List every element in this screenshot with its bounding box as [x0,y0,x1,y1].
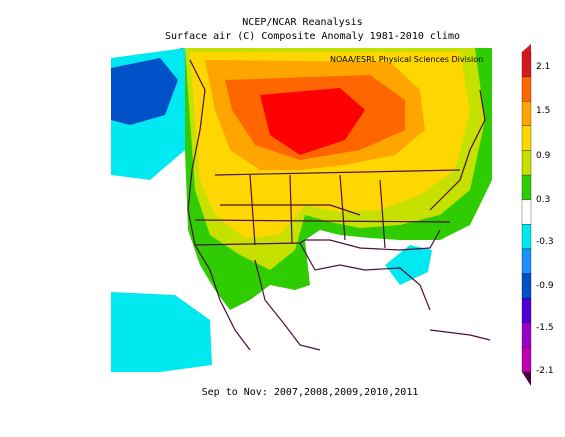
colorbar-swatch [521,199,532,225]
colorbar-label: -0.9 [536,281,554,291]
coastlines [187,59,491,351]
anomaly-region-cyan-southeast [385,245,432,285]
colorbar-swatch [521,150,532,176]
colorbar-label: -2.1 [536,366,554,376]
anomaly-region-cyan-southwest [111,292,212,372]
anomaly-region-blue-pacific [111,58,178,125]
colorbar-label: -0.3 [536,237,554,247]
map-title: NCEP/NCAR Reanalysis [242,17,363,28]
colorbar-swatch [521,248,532,274]
colorbar-bottom-arrow [522,372,531,386]
colorbar-swatch [521,224,532,250]
time-period: Sep to Nov: 2007,2008,2009,2010,2011 [201,387,419,398]
colorbar-swatch [521,322,532,348]
colorbar-label: 1.5 [536,106,551,116]
colorbar-swatch [521,174,532,200]
colorbar-swatch [521,51,532,77]
colorbar-label: -1.5 [536,323,554,333]
colorbar-top-arrow [522,44,531,52]
colorbar-swatch [521,76,532,102]
colorbar-label: 0.9 [536,151,551,161]
colorbar-label: 2.1 [536,62,551,72]
colorbar-swatch [521,101,532,126]
colorbar-swatch [521,273,532,299]
map-subtitle: Surface air (C) Composite Anomaly 1981-2… [164,31,460,42]
colorbar-swatch [521,125,532,151]
anomaly-region-red [260,88,365,155]
colorbar-swatch [521,347,532,373]
colorbar-label: 0.3 [536,195,551,205]
colorbar-swatch [521,298,532,323]
data-source: NOAA/ESRL Physical Sciences Division [330,55,484,64]
